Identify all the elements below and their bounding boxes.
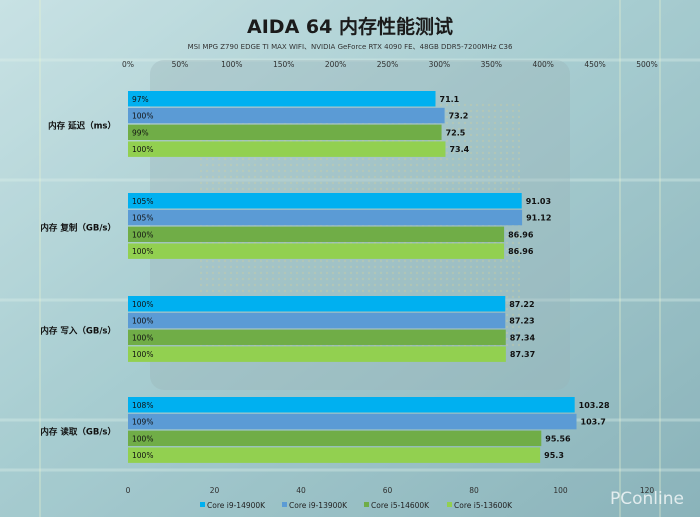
- bar: [128, 91, 436, 107]
- bar: [128, 124, 442, 141]
- bar: [128, 226, 505, 243]
- top-tick-label: 300%: [429, 60, 450, 69]
- bar-value-label: 73.2: [449, 112, 469, 121]
- bar-percent-label: 100%: [132, 247, 153, 256]
- bar: [128, 141, 446, 157]
- legend: Core i9-14900K Core i9-13900K Core i5-1460…: [200, 501, 513, 510]
- bar-value-label: 91.03: [526, 197, 551, 206]
- bar-percent-label: 100%: [132, 300, 153, 309]
- top-tick-label: 150%: [273, 60, 294, 69]
- top-tick-label: 500%: [636, 60, 657, 69]
- top-tick-label: 350%: [481, 60, 502, 69]
- bar-value-label: 95.3: [544, 451, 564, 460]
- legend-swatch: [282, 502, 287, 507]
- bar-value-label: 71.1: [440, 95, 460, 104]
- legend-label: Core i5-13600K: [454, 501, 513, 510]
- bar-percent-label: 100%: [132, 112, 153, 121]
- top-tick-label: 450%: [584, 60, 605, 69]
- bar-percent-label: 99%: [132, 128, 149, 137]
- bar: [128, 430, 542, 447]
- chart-title: AIDA 64 内存性能测试: [247, 15, 453, 38]
- bar-percent-label: 100%: [132, 350, 153, 359]
- watermark-text: PConline: [610, 489, 684, 509]
- top-tick-label: 250%: [377, 60, 398, 69]
- bar-value-label: 87.37: [510, 350, 535, 359]
- bottom-tick-label: 100: [553, 486, 568, 495]
- bar-percent-label: 109%: [132, 418, 153, 427]
- bar: [128, 296, 506, 312]
- chart-subtitle: MSI MPG Z790 EDGE TI MAX WIFI、NVIDIA GeF…: [188, 43, 513, 51]
- top-tick-label: 200%: [325, 60, 346, 69]
- bar-value-label: 103.28: [579, 401, 610, 410]
- category-labels: 内存 延迟（ms） 内存 复制（GB/s） 内存 写入（GB/s） 内存 读取（GB/…: [40, 121, 116, 438]
- category-label: 内存 写入（GB/s）: [40, 326, 116, 337]
- legend-swatch: [364, 502, 369, 507]
- bottom-tick-label: 40: [296, 486, 306, 495]
- bottom-tick-label: 60: [383, 486, 393, 495]
- bottom-tick-label: 0: [126, 486, 131, 495]
- bar: [128, 312, 506, 329]
- bar-value-label: 86.96: [508, 247, 534, 256]
- bar-percent-label: 100%: [132, 145, 153, 154]
- bottom-tick-label: 120: [640, 486, 655, 495]
- top-tick-label: 0%: [122, 60, 134, 69]
- bar: [128, 243, 505, 259]
- bar: [128, 397, 575, 413]
- bottom-tick-label: 80: [469, 486, 479, 495]
- bar-percent-label: 100%: [132, 230, 153, 239]
- bar-value-label: 72.5: [446, 128, 466, 137]
- bar-percent-label: 97%: [132, 95, 149, 104]
- bar-value-label: 87.22: [509, 300, 534, 309]
- bar-percent-label: 108%: [132, 401, 153, 410]
- category-label: 内存 读取（GB/s）: [40, 427, 116, 438]
- legend-swatch: [447, 502, 452, 507]
- top-axis: 0% 50% 100% 150% 200% 250% 300% 350% 400% 450% 500…: [122, 60, 658, 69]
- bar: [128, 193, 522, 209]
- bar-percent-label: 100%: [132, 317, 153, 326]
- bottom-axis: 0 20 40 60 80 100 120: [126, 486, 655, 495]
- category-label: 内存 延迟（ms）: [48, 121, 116, 132]
- bar-percent-label: 100%: [132, 333, 153, 342]
- top-tick-label: 50%: [172, 60, 189, 69]
- bar-value-label: 86.96: [508, 230, 534, 239]
- top-tick-label: 100%: [221, 60, 242, 69]
- top-tick-label: 400%: [532, 60, 553, 69]
- bar: [128, 209, 523, 226]
- bottom-tick-label: 20: [210, 486, 220, 495]
- legend-label: Core i9-14900K: [207, 501, 266, 510]
- bar-percent-label: 105%: [132, 214, 153, 223]
- legend-swatch: [200, 502, 205, 507]
- bar-value-label: 91.12: [526, 214, 551, 223]
- bar-value-label: 95.56: [545, 434, 571, 443]
- legend-label: Core i9-13900K: [289, 501, 348, 510]
- bar: [128, 413, 577, 430]
- bars: 97% 71.1 100% 73.2 99% 72.5 100% 73.4 105% 91.03 1…: [128, 91, 610, 463]
- bar-percent-label: 100%: [132, 451, 153, 460]
- bar: [128, 107, 445, 124]
- bar-value-label: 73.4: [449, 145, 469, 154]
- legend-label: Core i5-14600K: [371, 501, 430, 510]
- bar-value-label: 87.34: [510, 333, 536, 342]
- bar-percent-label: 100%: [132, 434, 153, 443]
- bar-percent-label: 105%: [132, 197, 153, 206]
- bar: [128, 329, 506, 346]
- bar-value-label: 87.23: [509, 317, 534, 326]
- category-label: 内存 复制（GB/s）: [40, 223, 116, 234]
- bar-value-label: 103.7: [581, 418, 606, 427]
- bar: [128, 447, 541, 463]
- bar: [128, 346, 506, 362]
